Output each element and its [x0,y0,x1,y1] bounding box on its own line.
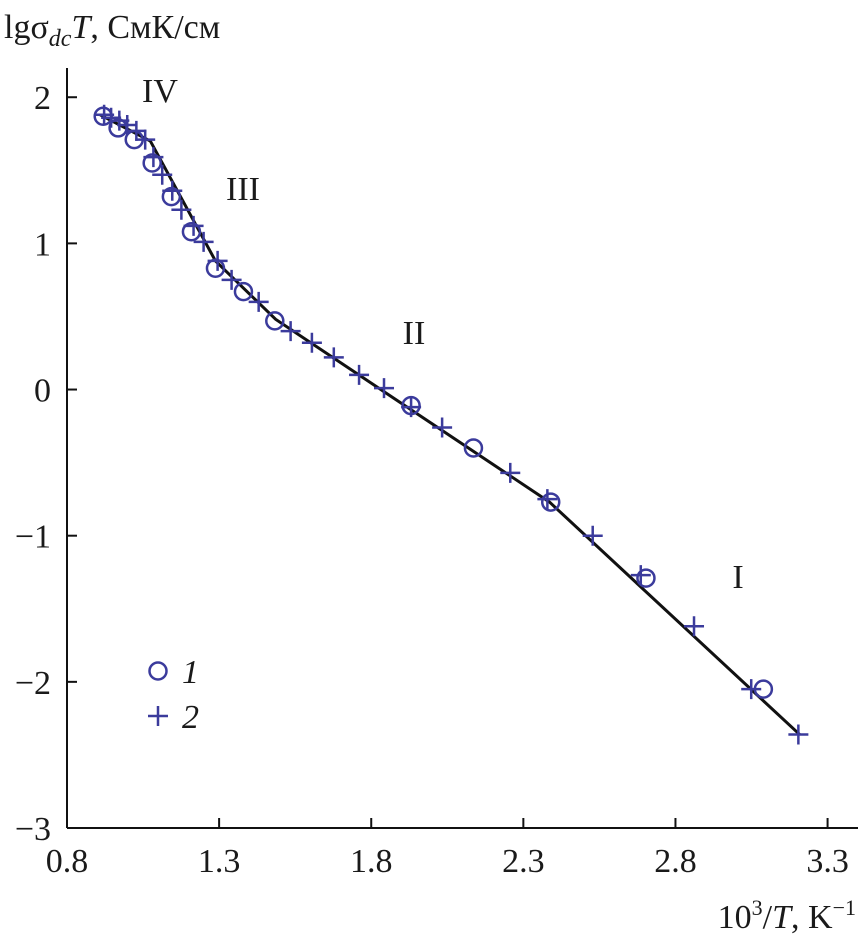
circle-point [636,568,656,588]
plus-point [183,215,204,236]
circle-point [463,438,484,458]
plus-point [374,378,395,399]
x-label-part: T [772,899,793,936]
plus-point [207,250,228,271]
y-tick-label: −3 [15,811,51,848]
x-tick-label: 1.8 [350,843,393,880]
plus-point [143,147,164,168]
y-label-part: T [71,9,92,46]
x-tick-label: 2.8 [654,843,697,880]
circle-point [540,492,561,512]
circle-point [233,281,254,302]
y-tick-label: −2 [15,665,51,702]
circle-point [265,311,285,331]
plus-point [630,565,651,586]
legend-label: 2 [182,699,199,736]
x-tick-label: 0.8 [46,843,89,880]
y-tick-label: 2 [34,80,51,117]
plus-point [741,679,762,700]
y-label-part: , СмК/см [90,9,220,46]
x-axis-label: 103/T, K−1 [718,895,856,936]
legend-label: 1 [182,654,199,691]
x-label-part: −1 [833,895,856,920]
plus-point [301,332,322,353]
plus-point [135,129,156,150]
circle-point [181,221,202,242]
x-tick-label: 3.3 [806,843,849,880]
y-tick-label: 0 [34,373,51,410]
plus-point [432,417,453,438]
fit-line [99,113,801,736]
legend-marker [148,661,168,681]
x-tick-label: 2.3 [502,843,545,880]
plus-point [101,107,122,128]
plus-point [152,164,173,185]
y-label-part: lgσ [4,9,49,46]
plus-point [788,724,809,745]
x-tick-label: 1.3 [198,843,241,880]
plus-point [126,120,147,141]
plus-point [221,269,242,290]
plus-point [537,489,558,510]
y-tick-label: 1 [34,226,51,263]
y-axis-label: lgσdcT, СмК/см [4,9,220,52]
plus-point [193,231,214,252]
plus-point [323,347,344,368]
plus-point [401,397,422,418]
x-label-part: 3 [752,895,763,920]
plus-point [171,199,192,220]
region-label: I [732,559,743,596]
plus-point [280,321,301,342]
x-label-part: / [763,899,773,936]
x-label-part: 10 [718,899,752,936]
plus-point [500,462,521,483]
x-label-part: , K [791,899,833,936]
plus-point [349,364,370,385]
region-label: III [226,171,260,208]
y-label-part: dc [49,26,72,52]
legend-marker [148,706,168,726]
plus-point [684,616,705,637]
region-label: II [403,315,426,352]
plus-point [162,180,183,201]
plus-point [582,525,603,546]
plus-point [248,291,269,312]
region-label: IV [142,73,178,110]
y-tick-label: −1 [15,519,51,556]
